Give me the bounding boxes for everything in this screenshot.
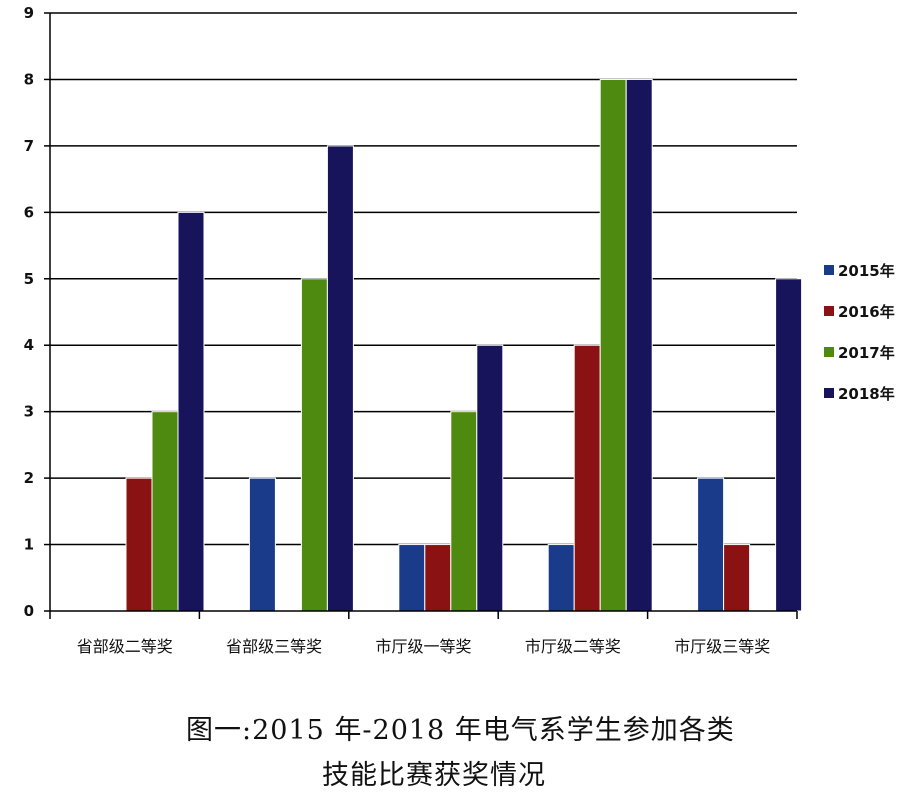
y-tick-label: 8 [24,70,34,88]
legend-swatch [824,347,834,357]
y-tick-label: 2 [24,469,34,487]
x-axis-labels: 省部级二等奖 省部级三等奖 市厅级一等奖 市厅级二等奖 市厅级三等奖 [49,611,798,656]
legend-label: 2018年 [838,385,895,403]
bar [326,145,354,612]
y-tick-label: 0 [24,602,34,620]
bar [476,344,504,612]
bar [398,544,426,612]
x-tick-label: 市厅级一等奖 [375,637,471,656]
bar [723,544,751,612]
x-tick-label: 市厅级二等奖 [525,637,621,656]
legend-swatch [824,265,834,275]
bar [424,544,452,612]
bar [450,411,478,612]
y-tick-label: 5 [24,270,34,288]
y-tick-label: 7 [24,137,34,155]
y-tick-label: 6 [24,203,34,221]
y-tick-label: 4 [24,336,34,354]
legend-label: 2015年 [838,262,895,280]
y-tick-label: 9 [24,4,34,22]
bar-chart: 0 1 2 3 4 5 6 7 8 9 省部级二等奖 省部级三等奖 市厅级一等奖 市厅级二等奖 市厅级三等… [24,4,895,656]
bars [125,78,803,612]
bar [151,411,179,612]
bar [547,544,575,612]
bar [697,477,725,612]
x-tick-label: 省部级二等奖 [77,637,173,656]
y-tick-label: 3 [24,403,34,421]
figure-caption-line-1: 图一:2015 年-2018 年电气系学生参加各类 [186,715,735,746]
legend-label: 2017年 [838,344,895,362]
legend-swatch [824,388,834,398]
bar [177,211,205,612]
y-tick-label: 1 [24,536,34,554]
legend-swatch [824,306,834,316]
y-axis-ticks: 0 1 2 3 4 5 6 7 8 9 [24,4,50,620]
x-tick-label: 市厅级三等奖 [674,637,770,656]
legend-label: 2016年 [838,303,895,321]
bar [300,278,328,612]
bar [125,477,153,612]
bar [248,477,276,612]
legend: 2015年 2016年 2017年 2018年 [824,262,895,403]
bar [573,344,601,612]
x-tick-label: 省部级三等奖 [226,637,322,656]
bar [599,78,627,612]
bar [775,278,803,612]
bar [625,78,653,612]
figure-caption-line-2: 技能比赛获奖情况 [322,760,546,791]
